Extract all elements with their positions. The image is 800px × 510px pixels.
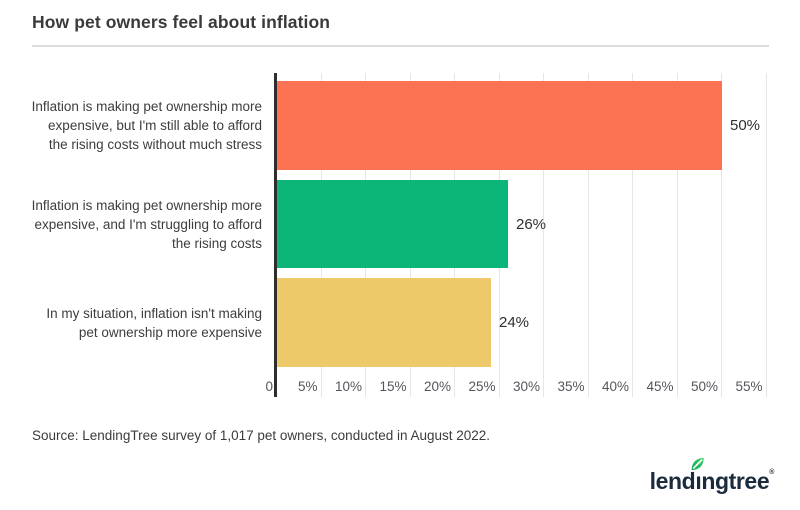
gridline	[765, 73, 767, 397]
bar	[277, 278, 491, 367]
bar-value-label: 24%	[499, 314, 530, 331]
bar-row: 26%	[277, 180, 546, 268]
chart-title: How pet owners feel about inflation	[32, 12, 331, 32]
x-tick-label: 25%	[468, 379, 496, 394]
x-tick-label: 20%	[423, 379, 451, 394]
bar-value-label: 50%	[730, 117, 761, 134]
x-tick-label: 45%	[646, 379, 674, 394]
gridline	[676, 73, 678, 397]
bar-value-label: 26%	[516, 215, 547, 233]
bar-row: 50%	[277, 81, 760, 170]
source-note: Source: LendingTree survey of 1,017 pet …	[32, 428, 491, 443]
gridline	[721, 73, 722, 397]
title-divider	[32, 45, 769, 47]
x-tick-label: 0	[265, 379, 273, 394]
bar	[277, 180, 508, 268]
category-label: Inflation is making pet ownership more e…	[31, 99, 262, 152]
logo-text-post: ngtree	[701, 468, 770, 494]
lendingtree-logo: lend ıngtree®	[649, 458, 774, 494]
category-label: In my situation, inflation isn't making …	[46, 305, 262, 340]
gridline	[587, 73, 589, 397]
x-tick-label: 50%	[690, 379, 718, 394]
bar-row: 24%	[277, 278, 529, 367]
category-label: Inflation is making pet ownership more e…	[31, 197, 262, 251]
x-tick-label: 15%	[379, 379, 407, 394]
y-axis-line	[274, 73, 277, 397]
gridline	[543, 73, 544, 397]
x-tick-label: 35%	[557, 379, 585, 394]
x-tick-label: 30%	[512, 379, 540, 394]
logo-text-pre: lend	[649, 468, 696, 494]
x-tick-label: 10%	[334, 379, 362, 394]
leaf-icon	[692, 458, 705, 470]
gridline	[632, 73, 633, 397]
x-tick-label: 5%	[297, 379, 318, 394]
bar	[277, 81, 722, 170]
registered-mark: ®	[769, 469, 774, 476]
x-tick-label: 55%	[735, 379, 763, 394]
logo-text-i: ı	[695, 468, 702, 494]
x-tick-label: 40%	[601, 379, 629, 394]
